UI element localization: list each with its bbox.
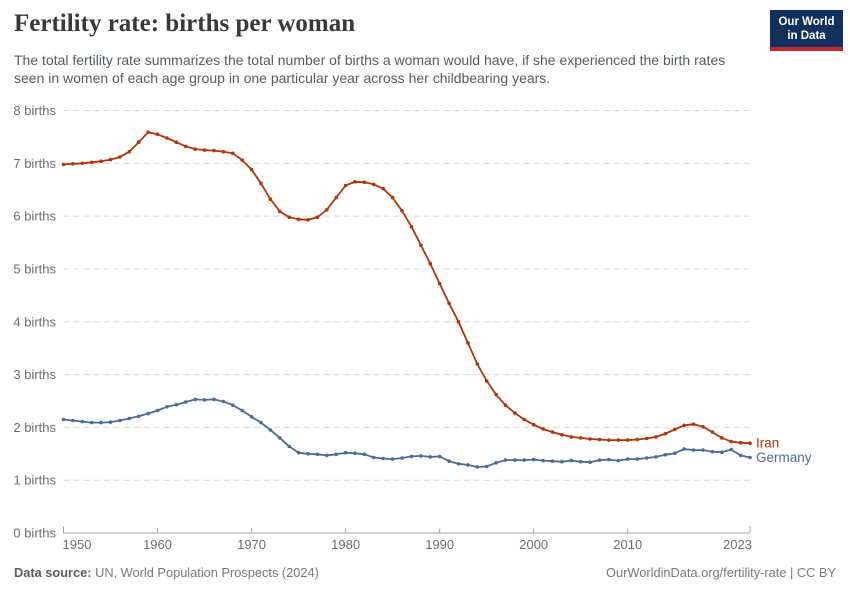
y-tick-label: 5 births bbox=[13, 261, 56, 276]
chart-footer: Data source: UN, World Population Prospe… bbox=[14, 565, 836, 580]
x-tick-label: 1990 bbox=[425, 537, 454, 552]
y-tick-label: 3 births bbox=[13, 367, 56, 382]
x-axis: 1950 1960 1970 1980 1990 2000 2010 2023 bbox=[63, 526, 752, 552]
data-source-text: UN, World Population Prospects (2024) bbox=[91, 565, 319, 580]
series-iran: Iran bbox=[61, 130, 779, 451]
series-markers-germany bbox=[61, 397, 752, 469]
y-axis-labels: 0 births 1 births 2 births 3 births 4 births… bbox=[13, 103, 56, 541]
x-tick-label: 2023 bbox=[723, 537, 752, 552]
owid-logo-line2: in Data bbox=[787, 30, 826, 42]
owid-logo[interactable]: Our World in Data bbox=[770, 10, 843, 51]
y-tick-label: 4 births bbox=[13, 314, 56, 329]
y-tick-label: 6 births bbox=[13, 209, 56, 224]
x-tick-label: 2010 bbox=[613, 537, 642, 552]
x-tick-label: 1980 bbox=[331, 537, 360, 552]
x-tick-label: 2000 bbox=[519, 537, 548, 552]
series-label-germany: Germany bbox=[756, 450, 812, 465]
chart-subtitle: The total fertility rate summarizes the … bbox=[14, 52, 726, 86]
series-line-iran bbox=[62, 131, 751, 445]
y-tick-label: 0 births bbox=[13, 526, 56, 541]
y-tick-label: 8 births bbox=[13, 103, 56, 118]
series-germany: Germany bbox=[61, 397, 812, 469]
x-tick-label: 1960 bbox=[143, 537, 172, 552]
owid-url-license[interactable]: OurWorldinData.org/fertility-rate | CC B… bbox=[606, 565, 836, 580]
page-title: Fertility rate: births per woman bbox=[14, 10, 356, 37]
series-label-iran: Iran bbox=[756, 436, 779, 451]
x-tick-label: 1950 bbox=[63, 537, 92, 552]
data-source-label: Data source: bbox=[14, 565, 92, 580]
series-markers-iran bbox=[61, 130, 752, 446]
data-source: Data source: UN, World Population Prospe… bbox=[14, 565, 319, 580]
owid-logo-line1: Our World bbox=[778, 16, 835, 28]
y-gridlines bbox=[63, 110, 750, 481]
y-tick-label: 7 births bbox=[13, 156, 56, 171]
y-tick-label: 1 births bbox=[13, 473, 56, 488]
x-tick-label: 1970 bbox=[237, 537, 266, 552]
y-tick-label: 2 births bbox=[13, 420, 56, 435]
